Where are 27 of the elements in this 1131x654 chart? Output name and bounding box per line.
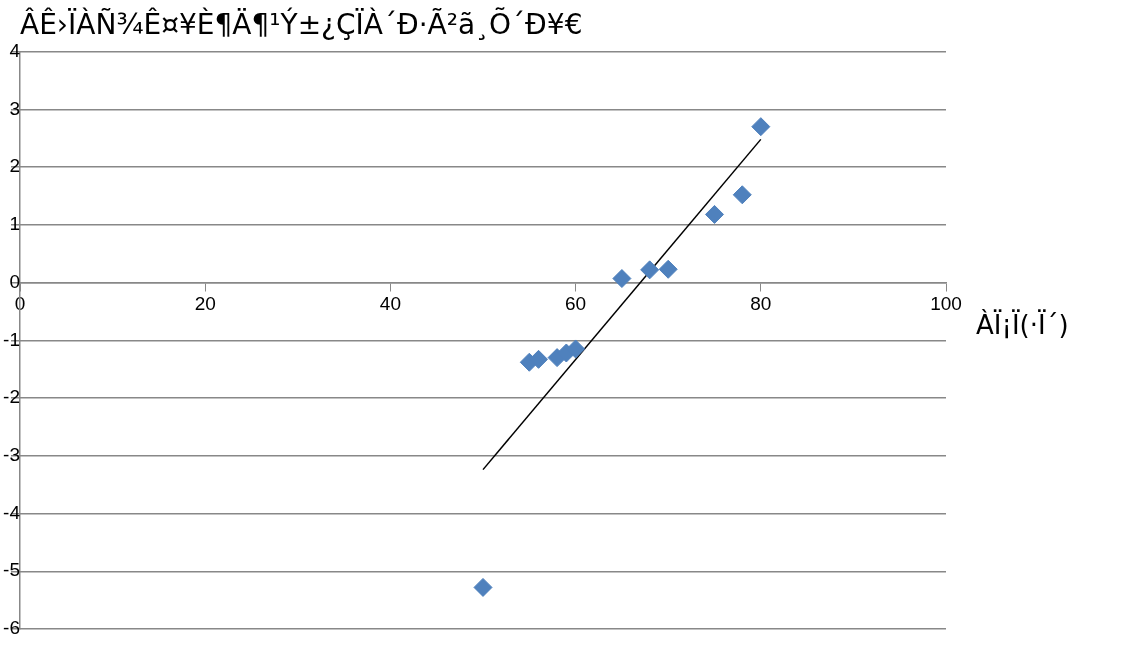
point xyxy=(473,577,493,597)
y-tick-label: -4 xyxy=(3,501,21,523)
y-tick-label: 3 xyxy=(9,97,20,119)
point xyxy=(732,185,752,205)
y-tick-label: 1 xyxy=(9,213,20,235)
y-tick-label: -6 xyxy=(3,617,20,639)
point xyxy=(705,204,724,224)
y-tick-label: 0 xyxy=(9,270,20,292)
y-tick-label: 4 xyxy=(9,39,21,61)
x-axis-title: ÀÏ¡Ï(·Ï´) xyxy=(976,309,1069,341)
x-tick-label: 100 xyxy=(930,293,962,315)
y-tick-label: -3 xyxy=(3,444,20,466)
point xyxy=(612,269,632,289)
x-tick-label: 80 xyxy=(750,293,772,315)
chart-title: ÂÊ›ÏÀÑ¾Ê¤¥È¶Ä¶¹Ý±¿ÇÏÀ´Ð·Ã²ã¸Õ´Ð¥€ xyxy=(20,7,583,42)
point xyxy=(529,349,549,369)
point xyxy=(658,259,678,279)
x-tick-label: 20 xyxy=(194,293,216,315)
point xyxy=(640,260,660,280)
x-tick-label: 40 xyxy=(379,293,401,315)
y-tick-label: -1 xyxy=(3,328,20,350)
x-tick-label: 60 xyxy=(565,293,587,315)
point xyxy=(566,339,586,359)
y-tick-label: -2 xyxy=(3,386,20,408)
y-tick-label: -5 xyxy=(3,559,20,581)
point xyxy=(751,117,771,137)
y-tick-label: 2 xyxy=(9,155,20,177)
